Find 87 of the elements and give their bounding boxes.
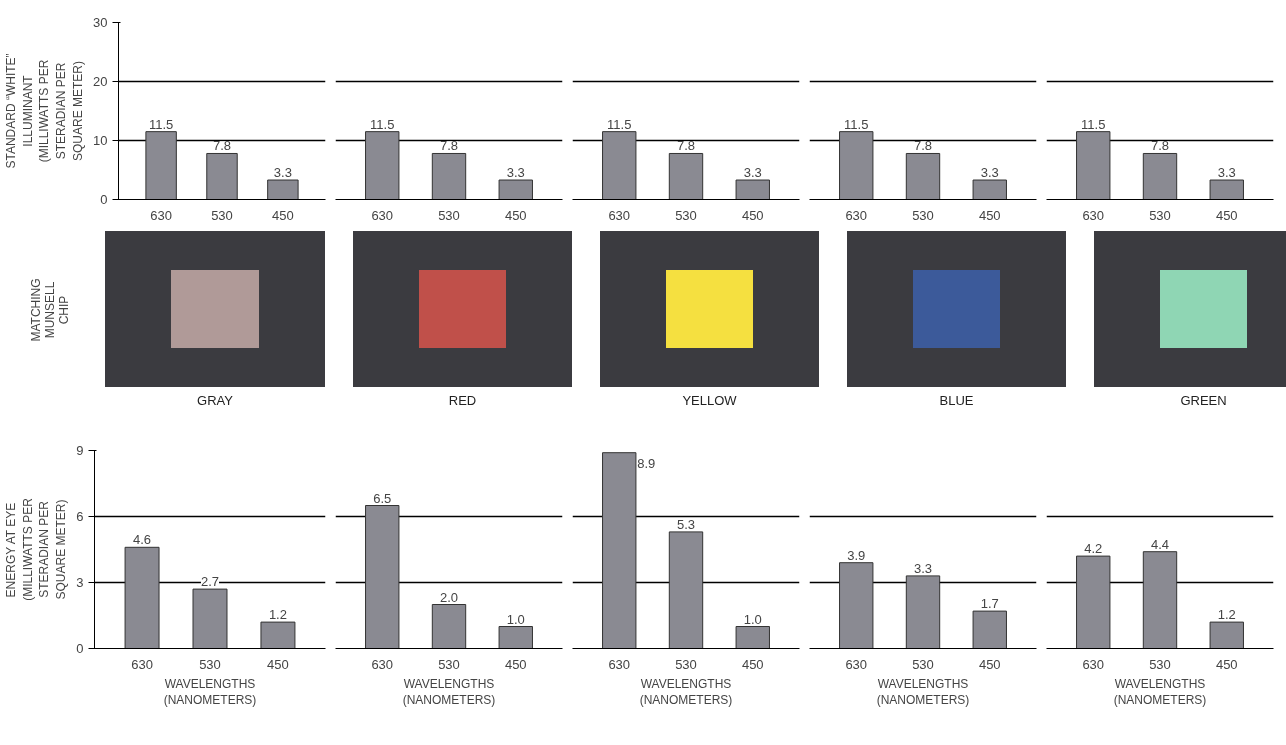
- y-tick-label: 0: [76, 641, 84, 656]
- x-tick-label: 530: [1149, 207, 1171, 223]
- y-tick-label: 10: [93, 133, 108, 148]
- data-label: 3.3: [743, 165, 762, 181]
- x-tick-label: 630: [150, 207, 172, 223]
- x-tick-label: 630: [371, 656, 394, 672]
- data-label: 4.4: [1150, 536, 1170, 552]
- text: GRAY: [196, 393, 234, 408]
- data-label: 1.0: [743, 611, 762, 627]
- x-tick-label: 450: [1215, 656, 1238, 672]
- bar: [124, 546, 160, 649]
- x-tick-label: 450: [504, 656, 527, 672]
- data-label: 11.5: [148, 116, 174, 132]
- data-label: 1.2: [1217, 607, 1236, 623]
- x-tick-label: 530: [912, 656, 934, 672]
- x-tick-label: 630: [371, 207, 394, 223]
- data-label: 1.0: [506, 611, 525, 627]
- x-axis-title: WAVELENGTHS (NANOMETERS): [1113, 676, 1207, 708]
- data-label: 7.8: [1150, 138, 1170, 154]
- y-tick-label: 0: [100, 192, 108, 207]
- data-label: 1.7: [980, 596, 999, 612]
- data-label: 3.9: [847, 547, 866, 563]
- data-label: 7.8: [676, 138, 696, 154]
- data-label: 7.8: [913, 138, 933, 154]
- x-tick-label: 630: [1082, 207, 1105, 223]
- data-label: 4.6: [133, 532, 152, 548]
- y-axis-title: STANDARD “WHITE” ILLUMINANT (MILLIWATTS PER STERADIAN PER SQUARE METER): [3, 53, 86, 169]
- x-tick-label: 530: [1149, 656, 1171, 672]
- x-tick-label: 450: [504, 207, 527, 223]
- y-tick-label: 3: [76, 575, 84, 590]
- data-label: 3.3: [913, 560, 933, 576]
- data-label: 3.3: [1217, 165, 1236, 181]
- data-label: 6.5: [373, 490, 392, 506]
- x-tick-label: 630: [608, 207, 631, 223]
- data-label: 11.5: [607, 116, 632, 132]
- x-axis-title: WAVELENGTHS (NANOMETERS): [402, 676, 496, 708]
- text: GREEN: [1179, 393, 1228, 408]
- x-tick-label: 450: [741, 207, 764, 223]
- x-tick-label: 450: [978, 656, 1001, 672]
- x-tick-label: 530: [912, 207, 934, 223]
- y-tick-label: 20: [93, 74, 108, 89]
- x-tick-label: 450: [267, 656, 289, 672]
- data-label: 5.3: [676, 516, 696, 532]
- y-tick-label: 30: [93, 15, 108, 30]
- x-tick-label: 450: [741, 656, 764, 672]
- x-tick-label: 530: [438, 207, 460, 223]
- data-label: 2.7: [200, 574, 220, 590]
- data-label: 11.5: [1081, 116, 1106, 132]
- x-axis-title: WAVELENGTHS (NANOMETERS): [876, 676, 970, 708]
- x-tick-label: 450: [272, 207, 294, 223]
- text: YELLOW: [681, 393, 738, 408]
- x-tick-label: 450: [1215, 207, 1238, 223]
- text: MATCHING MUNSELL CHIP: [28, 278, 71, 342]
- x-tick-label: 630: [845, 656, 868, 672]
- bar: [145, 131, 177, 200]
- data-label: 2.0: [439, 589, 459, 605]
- y-tick-label: 9: [76, 443, 84, 458]
- data-label: 7.8: [439, 138, 459, 154]
- data-label: 8.9: [637, 455, 656, 471]
- text: RED: [447, 393, 478, 408]
- data-label: 3.3: [980, 165, 999, 181]
- x-axis-title: WAVELENGTHS (NANOMETERS): [163, 676, 257, 708]
- bar: [267, 179, 299, 200]
- y-tick-label: 6: [76, 509, 84, 524]
- x-tick-label: 630: [845, 207, 868, 223]
- x-tick-label: 630: [131, 656, 153, 672]
- data-label: 4.2: [1084, 541, 1103, 557]
- data-label: 11.5: [844, 116, 869, 132]
- data-label: 3.3: [506, 165, 525, 181]
- x-tick-label: 530: [675, 207, 697, 223]
- x-tick-label: 530: [199, 656, 221, 672]
- data-label: 3.3: [273, 165, 292, 181]
- x-tick-label: 630: [608, 656, 631, 672]
- data-label: 7.8: [212, 138, 232, 154]
- bar: [206, 152, 238, 200]
- data-label: 1.2: [268, 607, 287, 623]
- x-axis-title: WAVELENGTHS (NANOMETERS): [639, 676, 733, 708]
- y-axis-title: ENERGY AT EYE (MILLIWATTS PER STERADIAN PER SQUARE METER): [3, 497, 69, 601]
- bar: [192, 588, 228, 649]
- x-tick-label: 530: [438, 656, 460, 672]
- x-tick-label: 630: [1082, 656, 1105, 672]
- bar: [260, 621, 296, 649]
- x-tick-label: 530: [675, 656, 697, 672]
- x-tick-label: 530: [211, 207, 233, 223]
- text: BLUE: [938, 393, 975, 408]
- x-tick-label: 450: [978, 207, 1001, 223]
- data-label: 11.5: [370, 116, 395, 132]
